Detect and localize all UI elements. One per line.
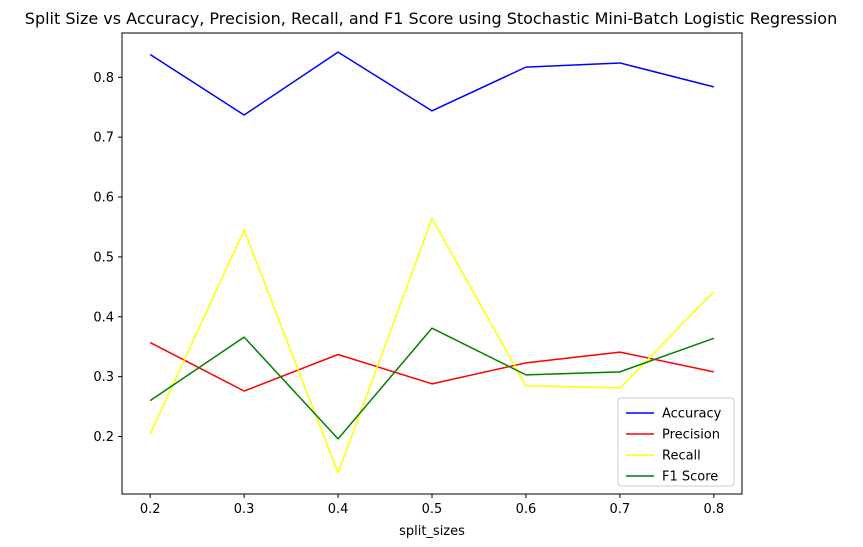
x-tick-label: 0.6: [516, 502, 537, 517]
y-tick-label: 0.7: [93, 131, 114, 146]
series-line-accuracy: [149, 51, 715, 116]
y-tick-label: 0.5: [93, 250, 114, 265]
y-tick-label: 0.3: [93, 370, 114, 385]
y-tick-label: 0.2: [93, 430, 114, 445]
series-line-recall: [149, 217, 715, 474]
legend-label: Accuracy: [662, 407, 722, 422]
x-axis: 0.2 0.3 0.4 0.5 0.6 0.7 0.8: [140, 494, 724, 517]
x-axis-label: split_sizes: [399, 524, 465, 539]
y-tick-label: 0.4: [93, 310, 114, 325]
x-tick-label: 0.3: [234, 502, 255, 517]
y-tick-label: 0.8: [93, 71, 114, 86]
x-tick-label: 0.8: [703, 502, 724, 517]
legend-label: Precision: [662, 428, 720, 443]
legend-label: F1 Score: [662, 470, 718, 485]
x-tick-label: 0.7: [610, 502, 631, 517]
chart-title: Split Size vs Accuracy, Precision, Recal…: [25, 9, 837, 28]
legend-label: Recall: [662, 449, 701, 464]
series-line-f1-score: [149, 327, 715, 440]
y-tick-label: 0.6: [93, 191, 114, 206]
legend-box: [617, 397, 735, 487]
series-line-precision: [149, 341, 714, 392]
y-axis: 0.2 0.3 0.4 0.5 0.6 0.7 0.8: [93, 71, 122, 445]
x-tick-label: 0.4: [328, 502, 349, 517]
legend: Accuracy Precision Recall F1 Score: [617, 397, 735, 487]
x-tick-label: 0.2: [140, 502, 161, 517]
series-lines: [149, 51, 715, 474]
x-tick-label: 0.5: [422, 502, 443, 517]
